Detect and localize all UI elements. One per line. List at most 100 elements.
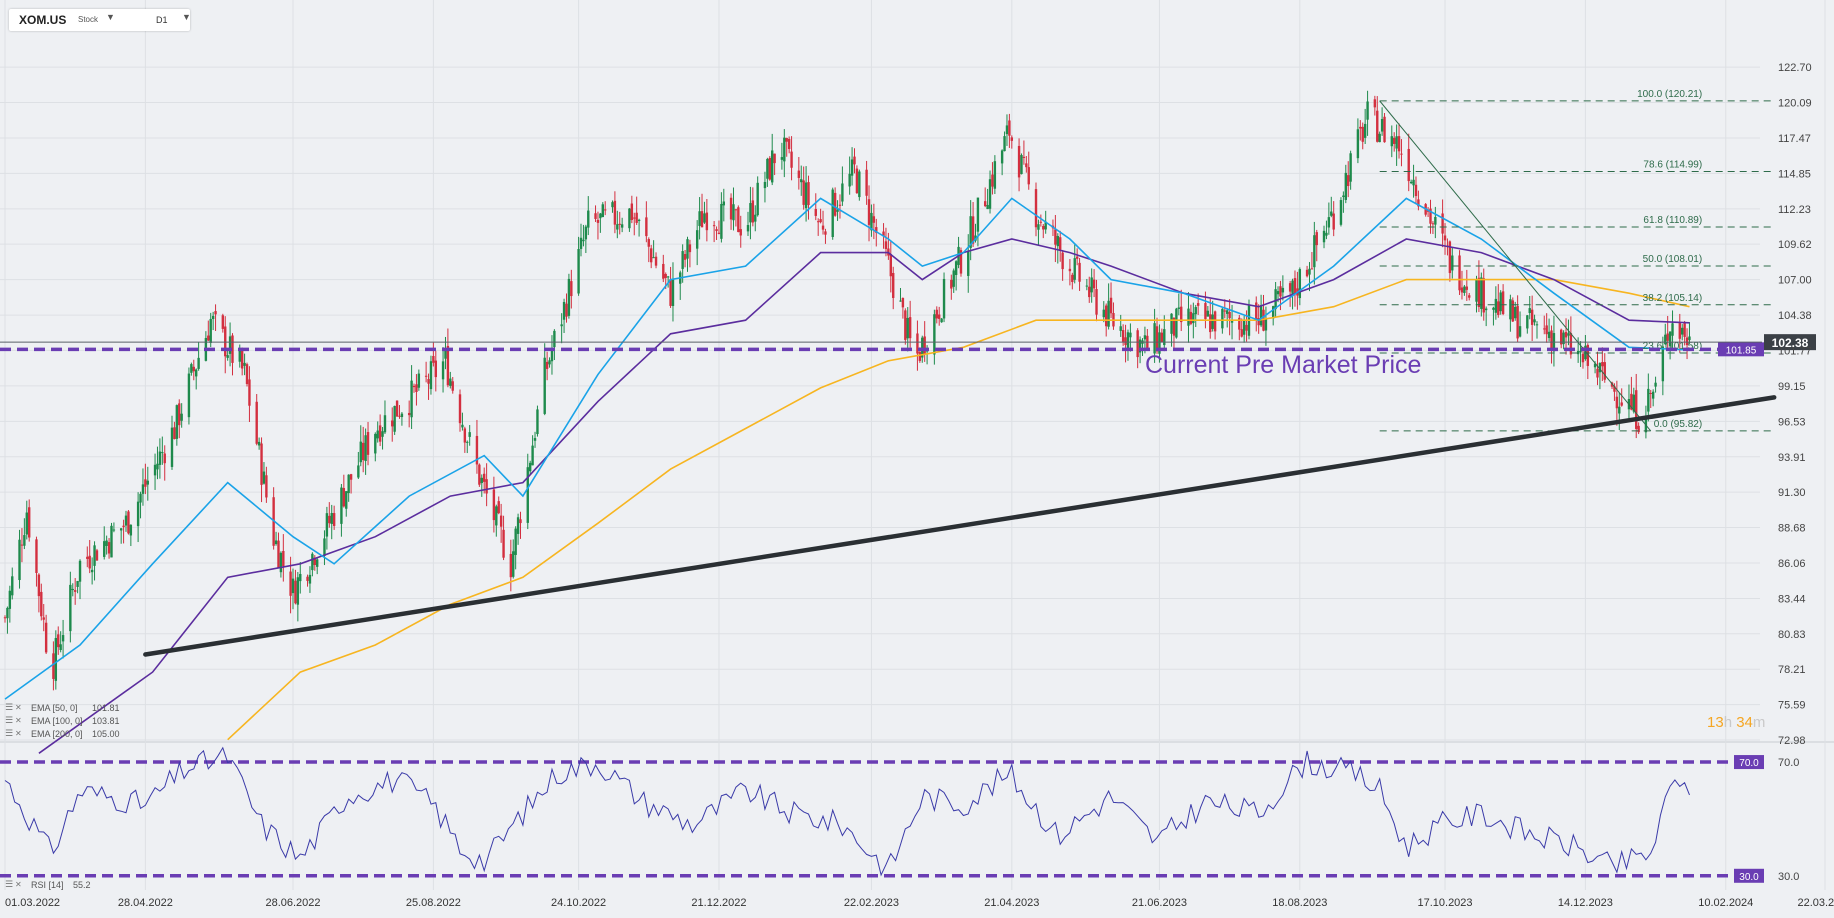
candle-up [69, 584, 72, 632]
candle-down [875, 227, 878, 233]
candle-down [1543, 328, 1546, 330]
candle-down [819, 219, 822, 223]
candle-down [737, 207, 740, 233]
candle-up [1412, 179, 1415, 186]
candle-down [1468, 295, 1471, 298]
candle-up [531, 445, 534, 466]
candle-up [553, 330, 556, 348]
candle-up [1221, 308, 1224, 329]
candle-up [1170, 313, 1173, 334]
candle-up [1349, 153, 1352, 182]
candle-up [238, 350, 241, 362]
candle-down [1417, 199, 1420, 207]
candle-up [299, 573, 302, 582]
candle-up [1327, 217, 1331, 228]
candle-down [705, 212, 709, 231]
candle-up [359, 441, 362, 463]
candle-down [700, 211, 704, 228]
ema-200-line [227, 278, 1690, 741]
candle-down [88, 555, 91, 569]
candle-down [509, 553, 513, 578]
candle-down [1620, 402, 1623, 406]
candle-up [1499, 292, 1502, 312]
candle-down [662, 263, 665, 279]
candle-up [766, 159, 769, 179]
candle-up [400, 413, 404, 418]
candle-down [1172, 318, 1176, 336]
candle-up [364, 435, 367, 462]
candle-down [1039, 221, 1043, 223]
candle-up [666, 276, 670, 278]
candle-down [1180, 306, 1183, 323]
candle-up [1291, 280, 1294, 294]
candle-up [18, 539, 21, 581]
candle-down [1530, 309, 1534, 325]
y-tick-label: 109.62 [1778, 239, 1812, 251]
candle-up [325, 513, 329, 537]
candle-down [502, 529, 505, 558]
candle-up [1593, 363, 1597, 368]
candle-down [1458, 255, 1461, 291]
candle-down [163, 453, 166, 464]
candle-down [545, 361, 549, 369]
candle-down [221, 315, 225, 329]
candle-down [306, 576, 309, 581]
candle-up [976, 197, 980, 232]
candle-up [601, 204, 604, 218]
candle-up [671, 279, 675, 307]
candle-down [407, 412, 411, 416]
candle-up [381, 431, 384, 437]
symbol-selector[interactable]: XOM.US Stock ▼ D1 ▼ [9, 9, 191, 31]
candle-up [933, 314, 936, 355]
candle-up [194, 369, 198, 377]
candle-up [1271, 306, 1275, 319]
candle-up [357, 465, 360, 478]
x-tick-label: 21.12.2022 [691, 897, 746, 909]
candle-down [1071, 274, 1074, 282]
x-tick-label: 22.02.2023 [844, 897, 899, 909]
y-tick-label: 99.15 [1778, 381, 1806, 393]
candle-up [1073, 258, 1076, 280]
candle-up [899, 300, 902, 302]
candle-down [1124, 337, 1127, 346]
candle-up [1194, 307, 1197, 315]
candle-up [1085, 285, 1089, 287]
candle-down [1569, 333, 1573, 355]
candle-down [1204, 303, 1207, 320]
candle-down [28, 507, 31, 538]
candle-down [398, 415, 401, 417]
candle-down [1637, 425, 1640, 433]
candle-up [986, 204, 989, 210]
candle-up [110, 525, 113, 558]
candle-up [1484, 308, 1488, 311]
rsi-y-tick-label: 30.0 [1778, 871, 1799, 883]
candle-down [797, 170, 801, 178]
caret-down-icon[interactable]: ▼ [106, 12, 115, 22]
x-tick-label: 22.03.2024 [1797, 897, 1834, 909]
candle-up [577, 249, 580, 294]
candle-down [1196, 303, 1200, 306]
candle-up [78, 560, 82, 582]
candle-up [461, 424, 464, 428]
candle-down [1497, 301, 1500, 315]
candle-down [483, 473, 486, 482]
candle-down [1017, 145, 1021, 178]
candle-down [475, 435, 479, 465]
candle-up [1547, 331, 1551, 339]
candle-down [1109, 297, 1113, 314]
symbol-name[interactable]: XOM.US [19, 13, 67, 27]
candle-down [807, 182, 810, 206]
timeframe-selector[interactable]: D1 [156, 15, 168, 25]
candle-down [785, 138, 788, 142]
candle-up [1492, 307, 1495, 310]
candle-up [749, 203, 752, 223]
candle-down [40, 591, 43, 617]
caret-down-icon[interactable]: ▼ [182, 12, 191, 22]
candle-down [959, 250, 963, 274]
candle-up [161, 452, 164, 454]
candle-down [37, 574, 41, 597]
candle-down [1613, 386, 1616, 392]
legend-label: EMA [200, 0] [31, 729, 83, 739]
